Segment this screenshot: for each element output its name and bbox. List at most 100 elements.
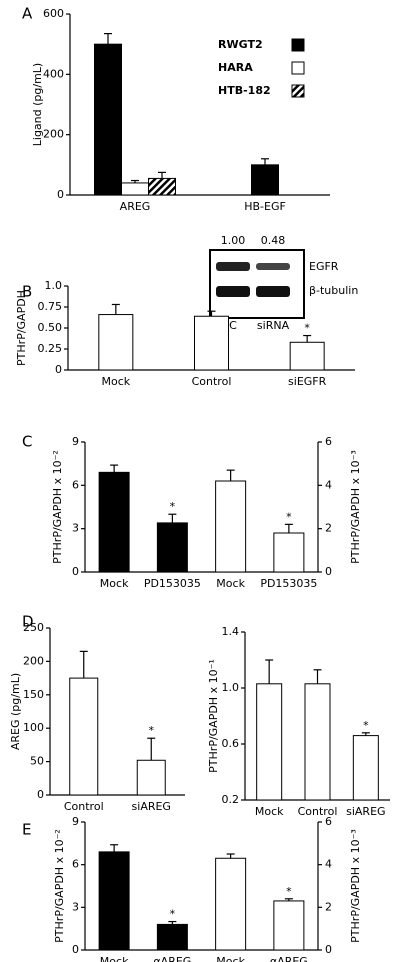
x-tick-label: αAREG xyxy=(270,955,308,962)
significance-mark: * xyxy=(286,885,292,898)
y2-tick-label: 4 xyxy=(325,858,332,871)
y-axis-label: Ligand (pg/mL) xyxy=(31,63,44,146)
bar xyxy=(273,532,305,573)
significance-mark: * xyxy=(304,322,310,335)
y-tick-label: 600 xyxy=(43,7,64,20)
panel-letter: C xyxy=(22,433,32,451)
panel-letter: D xyxy=(22,613,34,631)
bar xyxy=(98,471,130,573)
significance-mark: * xyxy=(170,500,176,513)
y-tick-label: 6 xyxy=(72,858,79,871)
bar xyxy=(304,683,331,801)
inset-lane-label: siRNA xyxy=(257,319,290,332)
bar xyxy=(148,177,176,196)
y-tick-label: 100 xyxy=(23,721,44,734)
blot-band xyxy=(256,286,290,297)
y-tick-label: 150 xyxy=(23,688,44,701)
inset-lane-label: C xyxy=(229,319,237,332)
y-tick-label: 50 xyxy=(30,755,44,768)
y2-axis-label: PTHrP/GAPDH x 10⁻³ xyxy=(349,829,362,943)
y2-tick-label: 6 xyxy=(325,815,332,828)
legend-label: RWGT2 xyxy=(218,38,263,51)
bar xyxy=(136,759,166,796)
panel-letter: A xyxy=(22,5,33,23)
y2-tick-label: 6 xyxy=(325,435,332,448)
y-tick-label: 0 xyxy=(37,788,44,801)
y-axis-label: AREG (pg/mL) xyxy=(9,673,22,750)
legend-swatch xyxy=(291,38,305,52)
y-tick-label: 0 xyxy=(57,188,64,201)
bar xyxy=(194,315,229,371)
bar xyxy=(156,522,188,573)
x-tick-label: Mock xyxy=(100,577,129,590)
y-tick-label: 1.4 xyxy=(222,625,240,638)
y2-axis-label: PTHrP/GAPDH x 10⁻³ xyxy=(349,450,362,564)
x-tick-label: siEGFR xyxy=(288,375,327,388)
y2-tick-label: 0 xyxy=(325,943,332,956)
bar xyxy=(121,182,149,196)
y-tick-label: 0.75 xyxy=(38,300,63,313)
x-tick-label: PD153035 xyxy=(260,577,317,590)
inset-value: 0.48 xyxy=(261,234,286,247)
y-tick-label: 0.50 xyxy=(38,321,63,334)
y2-tick-label: 2 xyxy=(325,522,332,535)
y-tick-label: 3 xyxy=(72,900,79,913)
bar xyxy=(98,851,130,951)
legend-swatch xyxy=(291,61,305,75)
x-tick-label: HB-EGF xyxy=(244,200,286,213)
legend-label: HTB-182 xyxy=(218,84,271,97)
bar xyxy=(98,314,134,371)
x-tick-label: Control xyxy=(298,805,338,818)
x-tick-label: Control xyxy=(64,800,104,813)
blot-band xyxy=(256,263,290,270)
y-tick-label: 0.6 xyxy=(222,737,240,750)
bar xyxy=(251,164,279,196)
x-tick-label: PD153035 xyxy=(144,577,201,590)
y2-tick-label: 4 xyxy=(325,478,332,491)
blot-frame xyxy=(209,249,305,319)
y-axis-label: PTHrP/GAPDH x 10⁻² xyxy=(51,450,64,564)
blot-band xyxy=(216,262,250,271)
x-tick-label: siAREG xyxy=(346,805,385,818)
inset-value: 1.00 xyxy=(221,234,246,247)
panel-letter: E xyxy=(22,821,31,839)
y-tick-label: 0 xyxy=(55,363,62,376)
bar xyxy=(352,735,379,801)
y-tick-label: 9 xyxy=(72,435,79,448)
inset-band-label: EGFR xyxy=(309,260,339,273)
y-tick-label: 0 xyxy=(72,565,79,578)
y-tick-label: 9 xyxy=(72,815,79,828)
y-axis-label: PTHrP/GAPDH x 10⁻² xyxy=(53,829,66,943)
y-tick-label: 400 xyxy=(43,67,64,80)
y-axis-label: PTHrP/GAPDH x 10⁻¹ xyxy=(207,659,220,773)
y-tick-label: 250 xyxy=(23,621,44,634)
bar xyxy=(69,677,99,796)
x-tick-label: siAREG xyxy=(132,800,171,813)
y-tick-label: 1.0 xyxy=(45,279,63,292)
inset-band-label: β-tubulin xyxy=(309,284,358,297)
legend-swatch xyxy=(291,84,305,98)
legend-label: HARA xyxy=(218,61,253,74)
y2-tick-label: 0 xyxy=(325,565,332,578)
y-tick-label: 1.0 xyxy=(222,681,240,694)
bar xyxy=(256,683,283,801)
x-tick-label: Mock xyxy=(255,805,284,818)
bar xyxy=(215,857,247,951)
bar xyxy=(273,900,305,951)
significance-mark: * xyxy=(170,908,176,921)
bar xyxy=(94,43,122,196)
significance-mark: * xyxy=(286,510,292,523)
blot-band xyxy=(216,286,250,297)
y-tick-label: 6 xyxy=(72,478,79,491)
x-tick-label: Mock xyxy=(216,955,245,962)
significance-mark: * xyxy=(149,724,155,737)
x-tick-label: Mock xyxy=(216,577,245,590)
bar xyxy=(156,923,188,951)
significance-mark: * xyxy=(363,719,369,732)
y2-tick-label: 2 xyxy=(325,900,332,913)
y-tick-label: 3 xyxy=(72,522,79,535)
y-axis-label: PTHrP/GAPDH xyxy=(15,290,28,366)
y-tick-label: 200 xyxy=(23,654,44,667)
y-tick-label: 200 xyxy=(43,128,64,141)
